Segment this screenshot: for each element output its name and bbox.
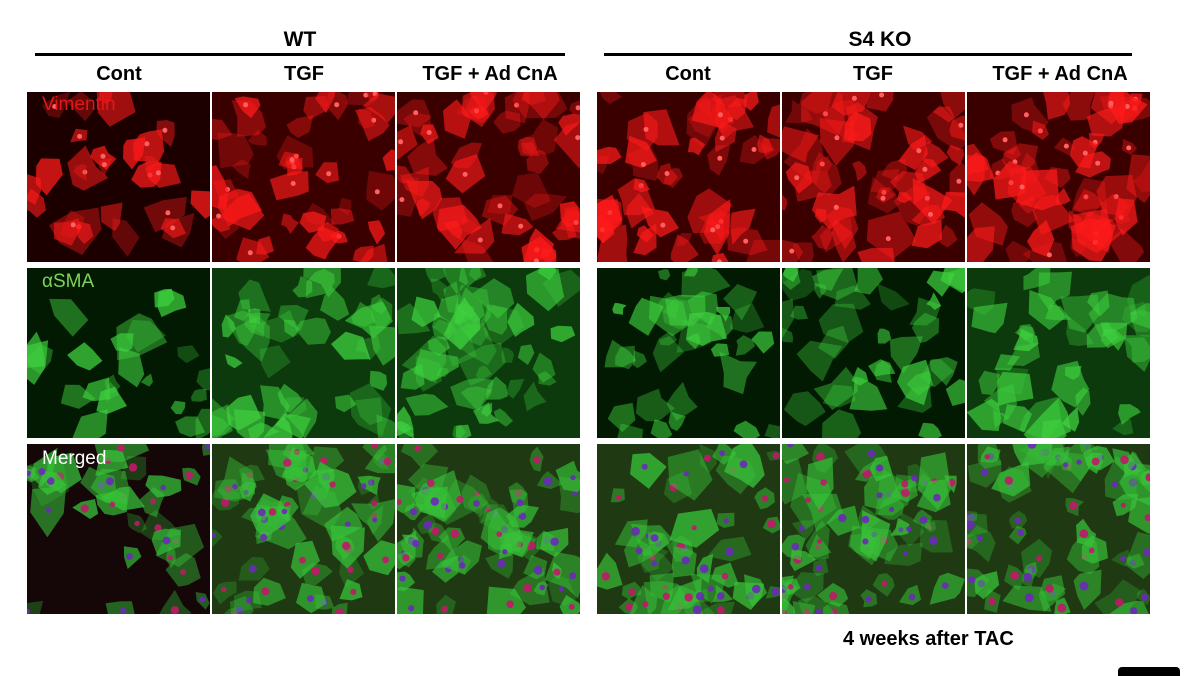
- micrograph-panel-merged-13: [212, 444, 395, 614]
- micrograph-panel-green-11: [967, 268, 1150, 438]
- wt-group-title: WT: [283, 28, 317, 51]
- micrograph-panel-merged-16: [782, 444, 965, 614]
- micrograph-panel-red-5: [967, 92, 1150, 262]
- micrograph-panel-red-0: [27, 92, 210, 262]
- micrograph-panel-merged-12: [27, 444, 210, 614]
- column-label-wt-tgf: TGF: [284, 63, 324, 85]
- micrograph-panel-red-1: [212, 92, 395, 262]
- row-label-vimentin: Vimentin: [42, 94, 116, 115]
- micrograph-panel-green-6: [27, 268, 210, 438]
- micrograph-panel-red-3: [597, 92, 780, 262]
- corner-mark: [1118, 667, 1180, 676]
- column-label-s4ko-tgf-adcna: TGF + Ad CnA: [992, 63, 1128, 85]
- micrograph-panel-merged-14: [397, 444, 580, 614]
- micrograph-panel-merged-17: [967, 444, 1150, 614]
- micrograph-panel-merged-15: [597, 444, 780, 614]
- micrograph-panel-green-10: [782, 268, 965, 438]
- column-label-wt-cont: Cont: [96, 63, 142, 85]
- s4ko-group-title: S4 KO: [848, 28, 912, 51]
- s4ko-group-rule: [604, 53, 1132, 56]
- micrograph-panel-green-8: [397, 268, 580, 438]
- row-label-asma: αSMA: [42, 271, 95, 292]
- row-label-merged: Merged: [42, 448, 107, 469]
- wt-group-rule: [35, 53, 565, 56]
- micrograph-panel-red-4: [782, 92, 965, 262]
- micrograph-panel-green-9: [597, 268, 780, 438]
- footer-caption: 4 weeks after TAC: [843, 628, 1014, 650]
- micrograph-panel-red-2: [397, 92, 580, 262]
- column-label-wt-tgf-adcna: TGF + Ad CnA: [422, 63, 558, 85]
- micrograph-panel-green-7: [212, 268, 395, 438]
- column-label-s4ko-cont: Cont: [665, 63, 711, 85]
- column-label-s4ko-tgf: TGF: [853, 63, 893, 85]
